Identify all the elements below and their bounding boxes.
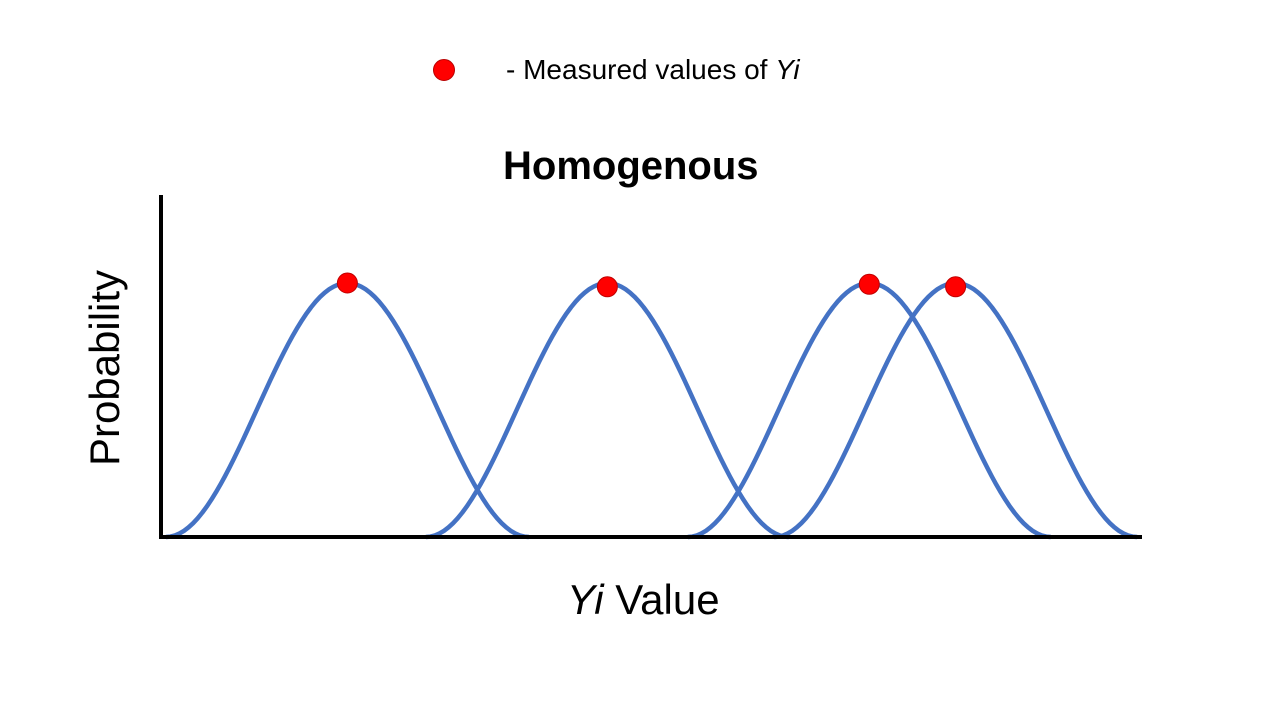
chart-title: Homogenous [503, 144, 759, 188]
measured-value-marker-4 [945, 276, 967, 298]
x-axis-suffix: Value [603, 576, 720, 623]
x-axis-label: Yi Value [567, 576, 720, 624]
markers-group [336, 272, 967, 298]
legend: - Measured values of Yi [433, 50, 800, 90]
legend-variable: Yi [775, 54, 800, 85]
measured-value-marker-1 [336, 272, 358, 294]
legend-marker-icon [433, 59, 455, 81]
curves-group [165, 280, 1138, 540]
legend-label: - Measured values of Yi [506, 54, 800, 86]
measured-value-marker-3 [858, 273, 880, 295]
measured-value-marker-2 [596, 276, 618, 298]
bell-curve-4 [773, 280, 1138, 540]
x-axis-variable: Yi [567, 576, 604, 623]
legend-prefix: - Measured values of [506, 54, 776, 85]
